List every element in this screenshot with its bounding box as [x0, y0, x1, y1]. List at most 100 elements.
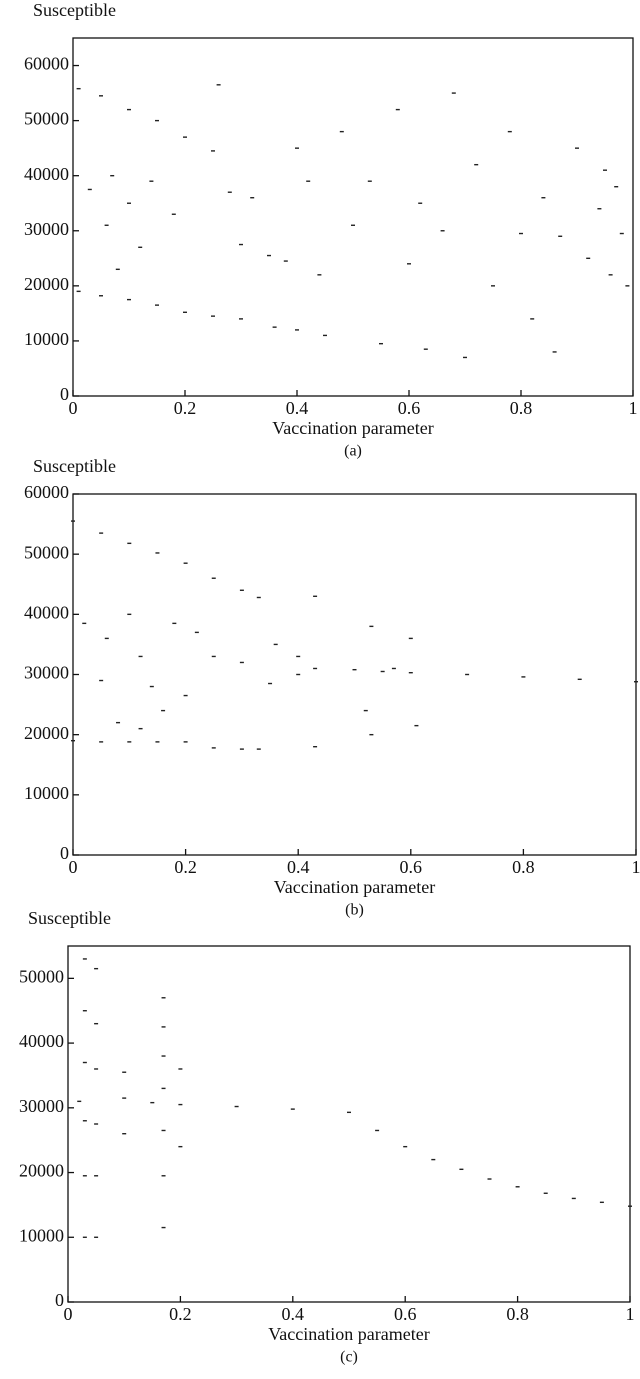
point: [127, 202, 131, 204]
point: [619, 232, 624, 235]
point: [552, 351, 557, 353]
point: [507, 130, 512, 133]
y-axis-label: Susceptible: [33, 456, 116, 476]
point: [99, 741, 104, 743]
point: [268, 682, 273, 685]
point: [313, 746, 318, 748]
point: [408, 637, 413, 640]
x-tick-label: 1: [629, 398, 638, 418]
point: [94, 1175, 99, 1177]
x-tick-label: 0: [64, 1304, 73, 1324]
point: [194, 631, 199, 634]
point: [216, 84, 221, 86]
point: [77, 1100, 82, 1103]
plot-frame: [72, 37, 634, 397]
x-tick-label: 0.8: [512, 857, 535, 877]
point: [367, 180, 372, 182]
y-tick-label: 30000: [19, 1096, 64, 1116]
point: [295, 329, 299, 331]
y-tick-label: 10000: [19, 1225, 64, 1245]
point: [211, 577, 216, 579]
point: [407, 263, 411, 265]
x-tick-label: 0.2: [174, 857, 197, 877]
point: [155, 741, 160, 743]
point: [178, 1145, 183, 1148]
y-tick-label: 40000: [24, 164, 69, 184]
point: [138, 246, 143, 248]
y-tick-label: 40000: [24, 602, 69, 622]
point: [351, 224, 355, 226]
point: [122, 1097, 127, 1099]
point: [543, 1192, 548, 1194]
point: [391, 667, 396, 670]
point: [82, 1061, 87, 1064]
point: [82, 1175, 87, 1177]
point: [597, 208, 602, 210]
point: [395, 108, 400, 111]
point: [87, 188, 92, 191]
point: [138, 727, 143, 730]
y-tick-label: 10000: [24, 329, 69, 349]
point: [239, 243, 243, 246]
plot-frame: [67, 945, 631, 1303]
x-tick-label: 0.2: [174, 398, 197, 418]
x-axis-label: Vaccination parameter: [268, 1324, 429, 1344]
point: [110, 174, 115, 177]
point: [290, 1108, 295, 1110]
y-tick-label: 40000: [19, 1031, 64, 1051]
point: [82, 1120, 87, 1122]
point: [571, 1197, 576, 1200]
point: [104, 224, 109, 226]
point: [295, 147, 299, 149]
point: [487, 1178, 492, 1180]
point: [127, 298, 131, 301]
point: [94, 1068, 99, 1070]
point: [375, 1129, 380, 1132]
point: [161, 709, 166, 712]
point: [161, 1055, 166, 1057]
point: [239, 589, 244, 591]
point: [256, 596, 261, 599]
point: [491, 285, 495, 287]
point: [71, 520, 75, 522]
y-tick-label: 60000: [24, 482, 69, 502]
point: [76, 87, 81, 90]
point: [369, 733, 374, 736]
point: [339, 130, 344, 133]
point: [183, 741, 188, 743]
point: [369, 625, 374, 628]
point: [211, 747, 216, 749]
point: [161, 1226, 166, 1229]
y-tick-label: 30000: [24, 219, 69, 239]
point: [530, 318, 535, 320]
point: [614, 186, 619, 188]
x-tick-label: 0: [69, 398, 78, 418]
x-tick-label: 0.4: [287, 857, 310, 877]
point: [161, 1026, 166, 1028]
point: [183, 694, 188, 697]
point: [150, 1101, 155, 1104]
point: [599, 1201, 604, 1204]
point: [82, 622, 87, 625]
point: [161, 997, 166, 999]
point: [323, 334, 327, 337]
point: [272, 326, 277, 328]
point: [183, 136, 187, 138]
point: [127, 613, 132, 616]
point: [211, 655, 216, 658]
point: [161, 1175, 166, 1177]
point: [138, 655, 143, 658]
y-tick-label: 0: [60, 384, 69, 404]
point: [380, 670, 385, 673]
x-tick-label: 0.6: [394, 1304, 417, 1324]
point: [459, 1168, 464, 1171]
x-tick-label: 1: [626, 1304, 635, 1324]
point: [172, 622, 177, 625]
x-tick-label: 0.2: [169, 1304, 192, 1324]
point: [313, 667, 318, 670]
point: [586, 257, 591, 260]
point: [82, 1236, 87, 1238]
point: [558, 235, 563, 237]
point: [155, 304, 159, 306]
point: [408, 671, 413, 674]
